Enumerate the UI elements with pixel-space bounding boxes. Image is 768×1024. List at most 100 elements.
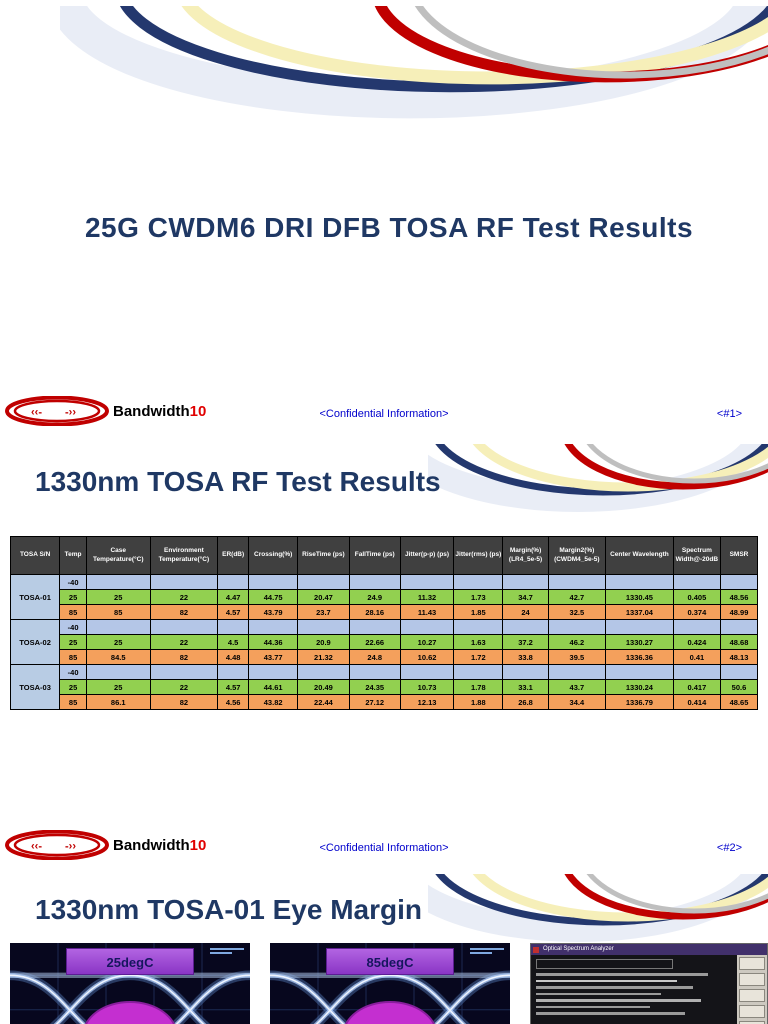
- value-cell: 28.16: [348, 604, 401, 620]
- value-cell: [672, 664, 721, 680]
- value-cell: 48.13: [719, 649, 759, 665]
- analyzer-text-row: [536, 1005, 650, 1008]
- value-cell: 34.4: [547, 694, 607, 710]
- temp-cell: -40: [59, 664, 87, 680]
- value-cell: 25: [85, 679, 151, 695]
- bandwidth10-logo-icon: ‹‹- -››: [5, 396, 109, 426]
- value-cell: 43.77: [248, 649, 299, 665]
- logo-number: 10: [189, 836, 207, 854]
- value-cell: [149, 664, 219, 680]
- value-cell: [85, 664, 151, 680]
- value-cell: [85, 619, 151, 635]
- value-cell: 37.2: [502, 634, 549, 650]
- value-cell: [297, 574, 350, 590]
- value-cell: 39.5: [547, 649, 607, 665]
- value-cell: 4.5: [217, 634, 250, 650]
- logo-text: Bandwidth: [113, 402, 190, 420]
- value-cell: 27.12: [348, 694, 401, 710]
- analyzer-info-box: [536, 959, 674, 969]
- value-cell: 4.48: [217, 649, 250, 665]
- value-cell: [297, 664, 350, 680]
- value-cell: [605, 664, 674, 680]
- value-cell: [547, 574, 607, 590]
- value-cell: 22: [149, 589, 219, 605]
- slide2-footer: ‹‹- -›› Bandwidth 10 <Confidential Inform…: [0, 830, 768, 866]
- column-header: ER(dB): [217, 536, 250, 575]
- value-cell: [248, 574, 299, 590]
- eye-pattern-graphic: [270, 943, 510, 1024]
- analyzer-softkey-button[interactable]: [739, 1005, 765, 1018]
- temp-cell: -40: [59, 619, 87, 635]
- value-cell: 1.78: [453, 679, 504, 695]
- table-row: 85 84.5 82 4.48 43.77 21.32 24.8 10.62 1.72 33.8 3…: [11, 649, 759, 665]
- analyzer-titlebar: Optical Spectrum Analyzer: [531, 944, 767, 955]
- analyzer-text-row: [536, 973, 709, 976]
- eye-margin-panels: 25degC: [0, 943, 768, 1024]
- column-header: Temp: [59, 536, 87, 575]
- slide-1: 25G CWDM6 DRI DFB TOSA RF Test Results ‹…: [0, 0, 768, 440]
- swoosh-graphic: [428, 874, 768, 942]
- svg-text:‹‹-: ‹‹-: [31, 841, 42, 853]
- results-table: TOSA S/N Temp Case Temperature(°C) Environm…: [9, 536, 759, 710]
- value-cell: 0.374: [672, 604, 721, 620]
- value-cell: 1330.24: [605, 679, 674, 695]
- page-number: <#2>: [716, 842, 742, 854]
- logo-text: Bandwidth: [113, 836, 190, 854]
- value-cell: 32.5: [547, 604, 607, 620]
- confidential-text: <Confidential Information>: [319, 408, 449, 420]
- value-cell: [348, 574, 401, 590]
- temp-cell: 25: [59, 679, 87, 695]
- value-cell: 0.417: [672, 679, 721, 695]
- value-cell: 82: [149, 649, 219, 665]
- table-row: 25 25 22 4.5 44.36 20.9 22.66 10.27 1.63 37.2 46.2…: [11, 634, 759, 650]
- column-header: Margin(%) (LR4_5e-5): [502, 536, 549, 575]
- temp-cell: 85: [59, 649, 87, 665]
- column-header: SMSR: [719, 536, 759, 575]
- value-cell: 86.1: [85, 694, 151, 710]
- results-table-head: TOSA S/N Temp Case Temperature(°C) Environm…: [9, 536, 759, 575]
- value-cell: 24.35: [348, 679, 401, 695]
- value-cell: 4.47: [217, 589, 250, 605]
- column-header: Spectrum Width@-20dB: [672, 536, 721, 575]
- value-cell: [453, 619, 504, 635]
- analyzer-softkey-button[interactable]: [739, 989, 765, 1002]
- value-cell: [502, 664, 549, 680]
- slide-2: 1330nm TOSA RF Test Results TOSA S/N Temp…: [0, 440, 768, 870]
- temp-cell: 85: [59, 694, 87, 710]
- value-cell: 21.32: [297, 649, 350, 665]
- value-cell: [547, 664, 607, 680]
- temp-cell: 25: [59, 589, 87, 605]
- analyzer-app-icon: [533, 946, 539, 953]
- value-cell: 1.88: [453, 694, 504, 710]
- analyzer-softkey-button[interactable]: [739, 1021, 765, 1024]
- value-cell: 10.73: [399, 679, 455, 695]
- tosa-sn-cell: TOSA-01: [9, 574, 61, 620]
- value-cell: 33.1: [502, 679, 549, 695]
- analyzer-text-row: [536, 979, 678, 982]
- value-cell: 46.2: [547, 634, 607, 650]
- value-cell: 82: [149, 604, 219, 620]
- column-header: Case Temperature(°C): [85, 536, 151, 575]
- value-cell: [547, 619, 607, 635]
- swoosh-graphic: [60, 6, 768, 119]
- analyzer-sidebar: [737, 955, 767, 1024]
- table-row: TOSA-02 -40: [9, 619, 759, 665]
- eye-diagram-panel-85c: 85degC: [270, 943, 510, 1024]
- analyzer-softkey-button[interactable]: [739, 957, 765, 970]
- value-cell: 26.8: [502, 694, 549, 710]
- value-cell: 25: [85, 634, 151, 650]
- analyzer-softkey-button[interactable]: [739, 973, 765, 986]
- spectrum-analyzer-panel: Optical Spectrum Analyzer: [530, 943, 768, 1024]
- value-cell: 22.66: [348, 634, 401, 650]
- value-cell: 33.8: [502, 649, 549, 665]
- value-cell: [719, 574, 759, 590]
- temp-cell: 85: [59, 604, 87, 620]
- value-cell: 0.41: [672, 649, 721, 665]
- analyzer-text-row: [536, 999, 701, 1002]
- value-cell: 48.99: [719, 604, 759, 620]
- value-cell: 34.7: [502, 589, 549, 605]
- value-cell: 48.56: [719, 589, 759, 605]
- eye-meta-text: [210, 948, 244, 956]
- value-cell: 20.9: [297, 634, 350, 650]
- value-cell: 44.75: [248, 589, 299, 605]
